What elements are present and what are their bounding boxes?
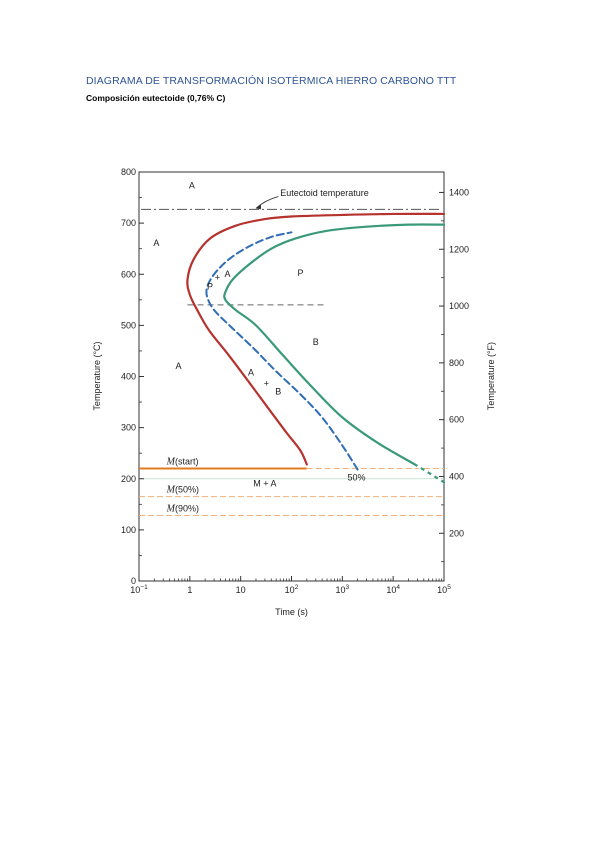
x-tick-label: 102 <box>285 584 299 595</box>
y-tick-label-c: 400 <box>121 372 136 382</box>
x-tick-label: 10−1 <box>130 584 148 595</box>
region-label: A <box>248 367 254 377</box>
x-tick-exponent: 5 <box>447 584 451 591</box>
start-curve <box>186 212 446 466</box>
x-tick-label: 105 <box>437 584 451 595</box>
region-label: + <box>215 272 220 282</box>
m-90-label: M(90%) <box>166 504 199 515</box>
y-tick-label-c: 300 <box>121 423 136 433</box>
x-tick-base: 10 <box>336 585 346 595</box>
m-50-label: M(50%) <box>166 485 199 496</box>
y-tick-label-f: 200 <box>449 528 464 538</box>
eutectoid-label: Eutectoid temperature <box>280 188 369 198</box>
region-label: + <box>264 379 269 389</box>
x-tick-base: 10 <box>437 585 447 595</box>
region-label: A <box>224 269 230 279</box>
x-tick-base: 10 <box>285 585 295 595</box>
region-label: P <box>207 282 213 292</box>
y-tick-label-c: 200 <box>121 474 136 484</box>
document-subtitle: Composición eutectoide (0,76% C) <box>86 93 226 103</box>
y-tick-label-c: 700 <box>121 218 136 228</box>
region-labels: A A A P P A + B A + B 50% M + A <box>153 180 365 488</box>
eutectoid-arrow <box>255 196 279 209</box>
eutectoid-line-group: Eutectoid temperature <box>141 188 442 210</box>
region-label: M + A <box>253 478 276 488</box>
x-tick-base: 1 <box>187 585 192 595</box>
y-axis-ticks-fahrenheit: 200 400 600 800 1000 1200 1400 <box>439 187 469 563</box>
x-tick-base: 10 <box>386 585 396 595</box>
region-label: P <box>297 268 303 278</box>
y-tick-label-f: 800 <box>449 358 464 368</box>
region-label: 50% <box>347 472 365 482</box>
y-tick-label-f: 600 <box>449 415 464 425</box>
region-label: B <box>313 337 319 347</box>
x-tick-exponent: 3 <box>346 584 350 591</box>
x-tick-label: 10 <box>236 585 246 595</box>
y-tick-label-f: 1000 <box>449 301 469 311</box>
x-tick-label: 103 <box>336 584 350 595</box>
region-label: B <box>275 386 281 396</box>
y-tick-label-c: 100 <box>121 525 136 535</box>
eutectoid-arrow-head <box>255 204 261 210</box>
y-tick-label-c: 600 <box>121 269 136 279</box>
transformation-curves <box>186 212 446 484</box>
finish-curve <box>223 223 446 484</box>
x-tick-base: 10 <box>236 585 246 595</box>
reference-lines <box>139 467 444 517</box>
region-label: A <box>176 361 182 371</box>
y-tick-label-c: 500 <box>121 320 136 330</box>
y-axis-title-right: Temperature (°F) <box>486 342 496 410</box>
x-tick-label: 1 <box>187 585 192 595</box>
x-tick-base: 10 <box>130 585 140 595</box>
finish-curve-dash-overlay <box>416 464 445 484</box>
m-start-label: M(start) <box>166 457 199 468</box>
x-tick-exponent: −1 <box>140 584 148 591</box>
x-tick-exponent: 4 <box>396 584 400 591</box>
region-label: A <box>153 238 159 248</box>
y-axis-ticks-celsius: 0 100 200 300 400 500 600 700 800 <box>121 167 144 586</box>
region-label: A <box>189 180 195 190</box>
x-axis-title: Time (s) <box>275 607 308 617</box>
y-tick-label-c: 0 <box>131 576 136 586</box>
y-tick-label-f: 400 <box>449 471 464 481</box>
x-axis-ticks: 10−1 1 10 102 103 104 105 <box>130 576 451 595</box>
reference-line-labels: M(start) M(50%) M(90%) <box>166 457 199 515</box>
y-tick-label-c: 800 <box>121 167 136 177</box>
x-tick-exponent: 2 <box>295 584 299 591</box>
x-tick-label: 104 <box>386 584 400 595</box>
y-tick-label-f: 1200 <box>449 244 469 254</box>
document-title: DIAGRAMA DE TRANSFORMACIÓN ISOTÉRMICA HI… <box>86 75 457 87</box>
fifty-curve <box>205 231 359 471</box>
y-tick-label-f: 1400 <box>449 187 469 197</box>
y-axis-title-left: Temperature (°C) <box>92 341 102 410</box>
